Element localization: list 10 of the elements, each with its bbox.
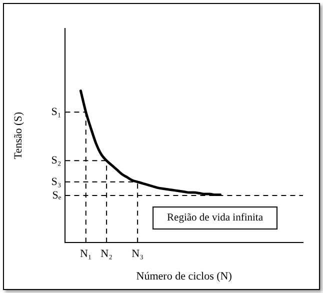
x-axis-title: Número de ciclos (N): [136, 270, 232, 282]
x-tick-label: N₃: [132, 248, 144, 260]
annotation: Região de vida infinita: [167, 212, 264, 224]
ref-line-label: Sₑ: [52, 189, 62, 202]
y-axis-title: Tensão (S): [12, 112, 24, 160]
x-tick-label: N₁: [80, 248, 92, 260]
x-tick-label: N₂: [100, 248, 113, 260]
ref-line-label: S₃: [51, 176, 62, 188]
ref-line-label: S₂: [51, 154, 62, 167]
ref-line-label: S₁: [51, 106, 62, 118]
